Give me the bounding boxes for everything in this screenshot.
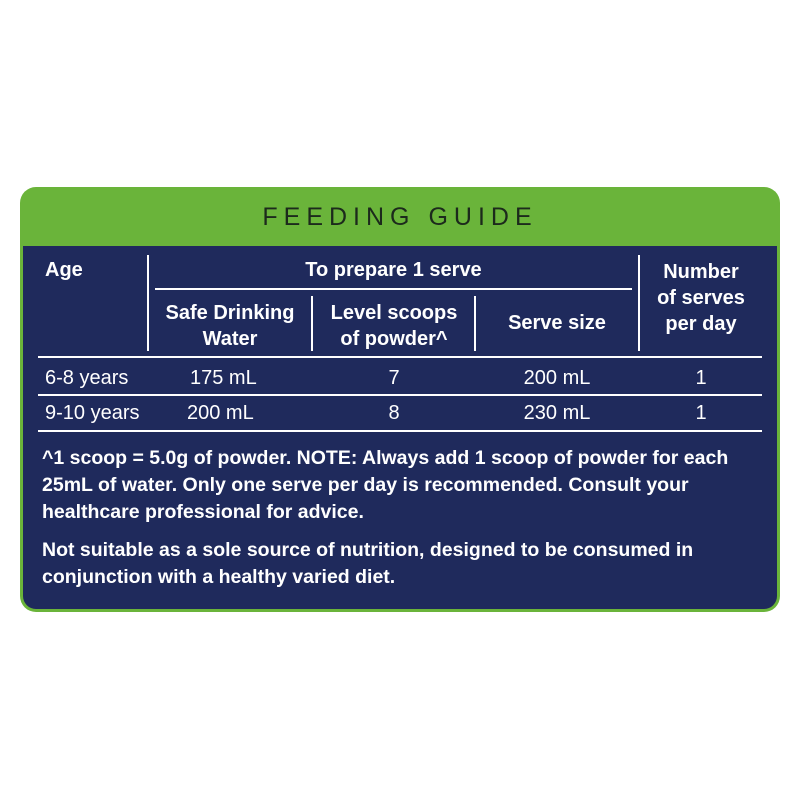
header-age: Age bbox=[45, 259, 83, 281]
cell-age: 9-10 years bbox=[45, 402, 140, 424]
header-serve-size: Serve size bbox=[508, 312, 606, 334]
cell-serve-size: 230 mL bbox=[523, 402, 591, 424]
cell-scoops: 7 bbox=[388, 367, 400, 389]
cell-water: 175 mL bbox=[190, 367, 257, 389]
header-scoops-line: Level scoops bbox=[330, 302, 458, 324]
header-prepare: To prepare 1 serve bbox=[305, 259, 482, 281]
cell-serves: 1 bbox=[695, 367, 707, 389]
divider bbox=[638, 255, 640, 351]
divider bbox=[155, 288, 632, 290]
cell-serves: 1 bbox=[695, 402, 707, 424]
header-scoops: Level scoops of powder^ bbox=[313, 300, 475, 352]
cell-age: 6-8 years bbox=[45, 367, 129, 389]
header-serves-per-day: Number of serves per day bbox=[640, 259, 762, 337]
divider bbox=[38, 394, 762, 396]
cell-serve-size: 200 mL bbox=[523, 367, 591, 389]
header-scoops-line: of powder^ bbox=[340, 328, 448, 350]
feeding-guide-title: FEEDING GUIDE bbox=[262, 203, 538, 231]
divider bbox=[474, 296, 476, 351]
nutrition-disclaimer: Not suitable as a sole source of nutriti… bbox=[42, 539, 694, 588]
divider bbox=[147, 255, 149, 351]
header-water-line: Water bbox=[202, 328, 258, 350]
cell-scoops: 8 bbox=[388, 402, 400, 424]
header-line: of serves bbox=[657, 287, 745, 309]
header-water: Safe Drinking Water bbox=[150, 300, 310, 352]
divider bbox=[38, 356, 762, 358]
header-line: Number bbox=[663, 261, 739, 283]
header-water-line: Safe Drinking bbox=[165, 302, 295, 324]
divider bbox=[311, 296, 313, 351]
cell-water: 200 mL bbox=[187, 402, 254, 424]
scoop-note: ^1 scoop = 5.0g of powder. NOTE: Always … bbox=[42, 447, 729, 523]
divider bbox=[38, 430, 762, 432]
header-line: per day bbox=[665, 313, 737, 335]
